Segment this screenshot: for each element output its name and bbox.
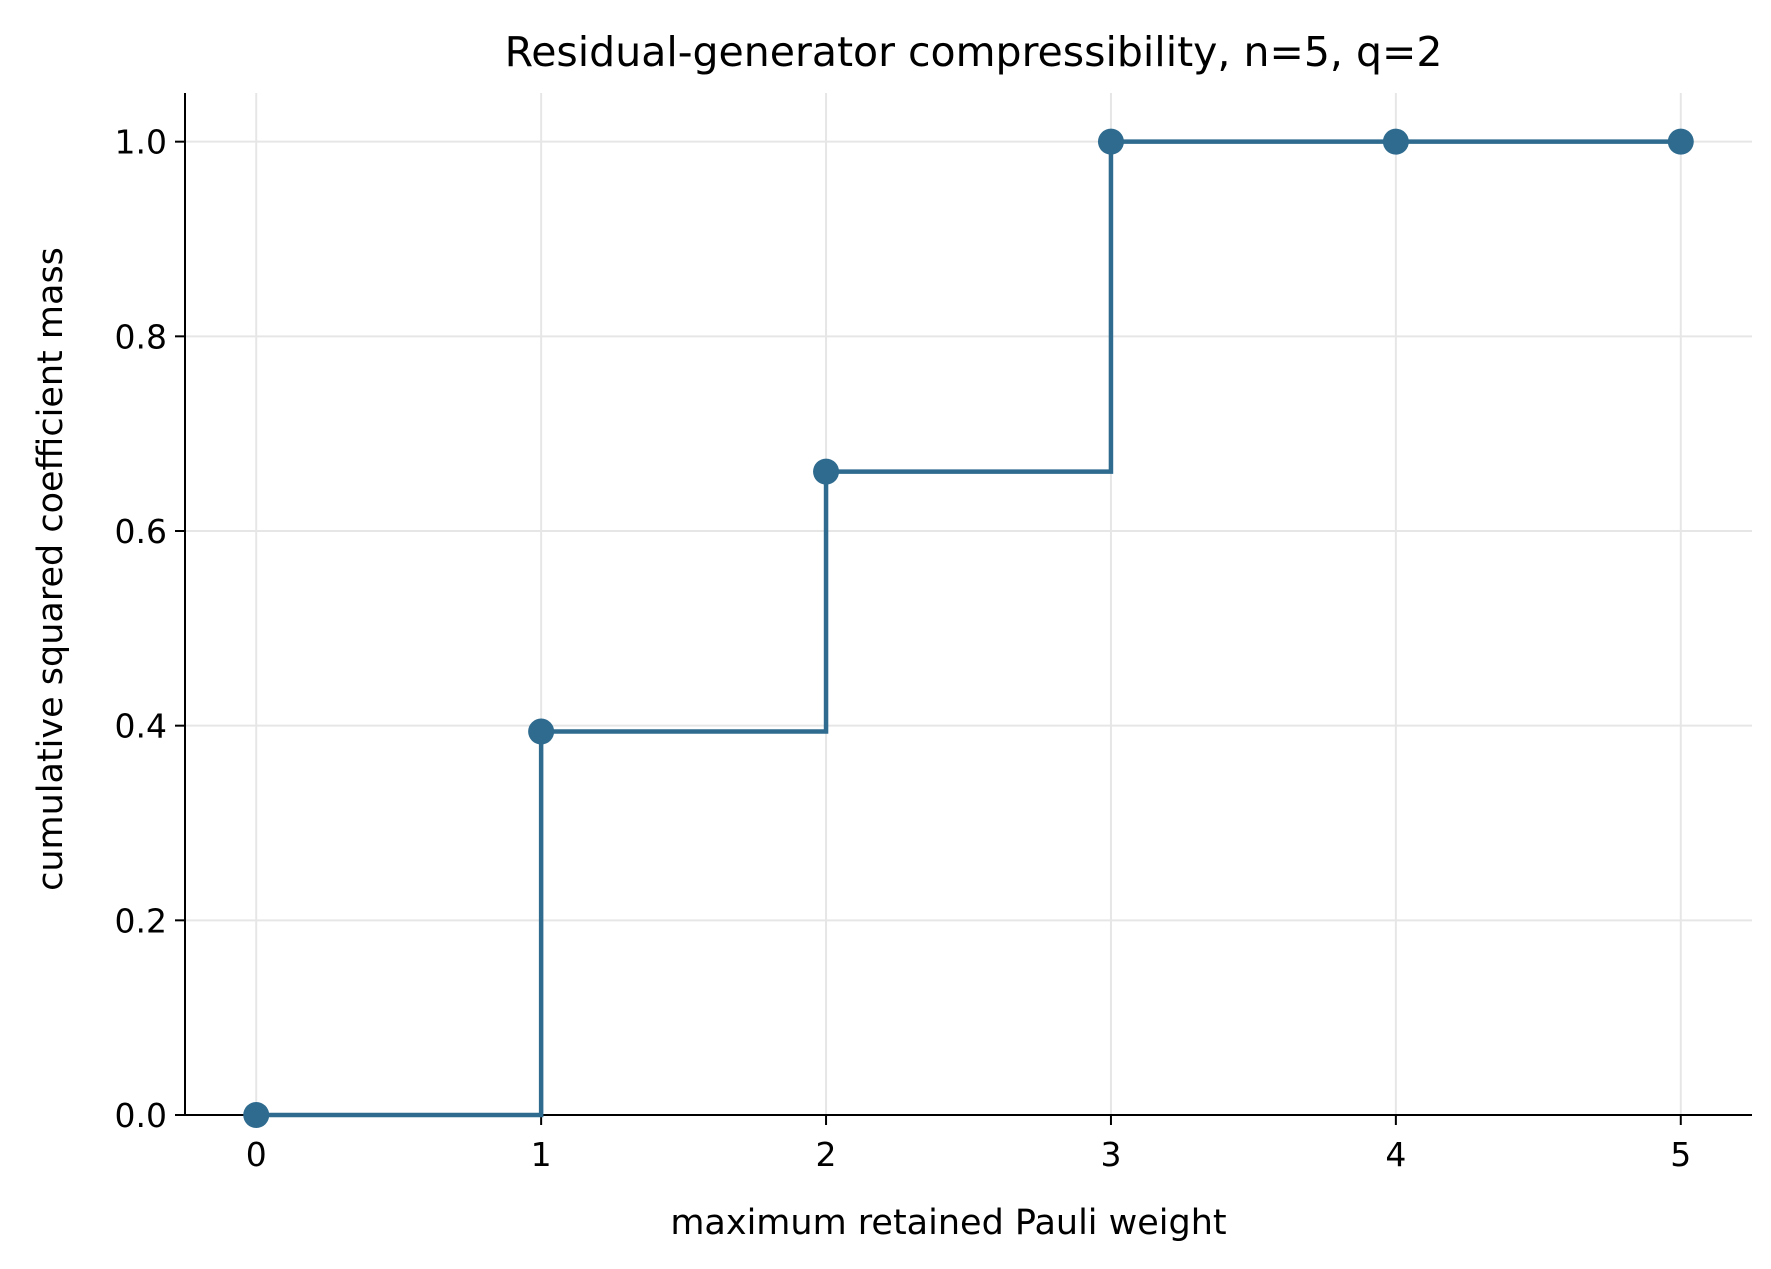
chart-title: Residual-generator compressibility, n=5,… — [505, 28, 1443, 76]
y-tick-label: 0.0 — [115, 1096, 167, 1135]
series-line — [256, 139, 1681, 1118]
series — [243, 128, 1694, 1128]
y-tick-label: 0.6 — [115, 512, 167, 551]
data-point — [1382, 128, 1409, 155]
x-tick-label: 4 — [1385, 1135, 1406, 1174]
y-tick-label: 0.8 — [115, 317, 167, 356]
x-tick-label: 2 — [816, 1135, 837, 1174]
x-tick-label: 5 — [1670, 1135, 1691, 1174]
y-tick-label: 0.2 — [115, 901, 167, 940]
data-point — [1667, 128, 1694, 155]
data-point — [528, 718, 555, 745]
x-tick-label: 1 — [531, 1135, 552, 1174]
grid — [185, 93, 1752, 1116]
ticks: 0 1 2 3 4 5 0.0 0.2 0.4 0.6 0.8 1.0 — [115, 123, 1692, 1174]
data-point — [1097, 128, 1124, 155]
x-tick-label: 0 — [246, 1135, 267, 1174]
y-tick-label: 1.0 — [115, 123, 167, 162]
y-axis-label: cumulative squared coefficient mass — [31, 247, 71, 891]
axes — [184, 93, 1752, 1116]
x-axis-label: maximum retained Pauli weight — [670, 1203, 1226, 1243]
y-tick-label: 0.4 — [115, 707, 167, 746]
x-tick-label: 3 — [1100, 1135, 1121, 1174]
data-point — [243, 1102, 270, 1128]
data-point — [813, 458, 840, 485]
